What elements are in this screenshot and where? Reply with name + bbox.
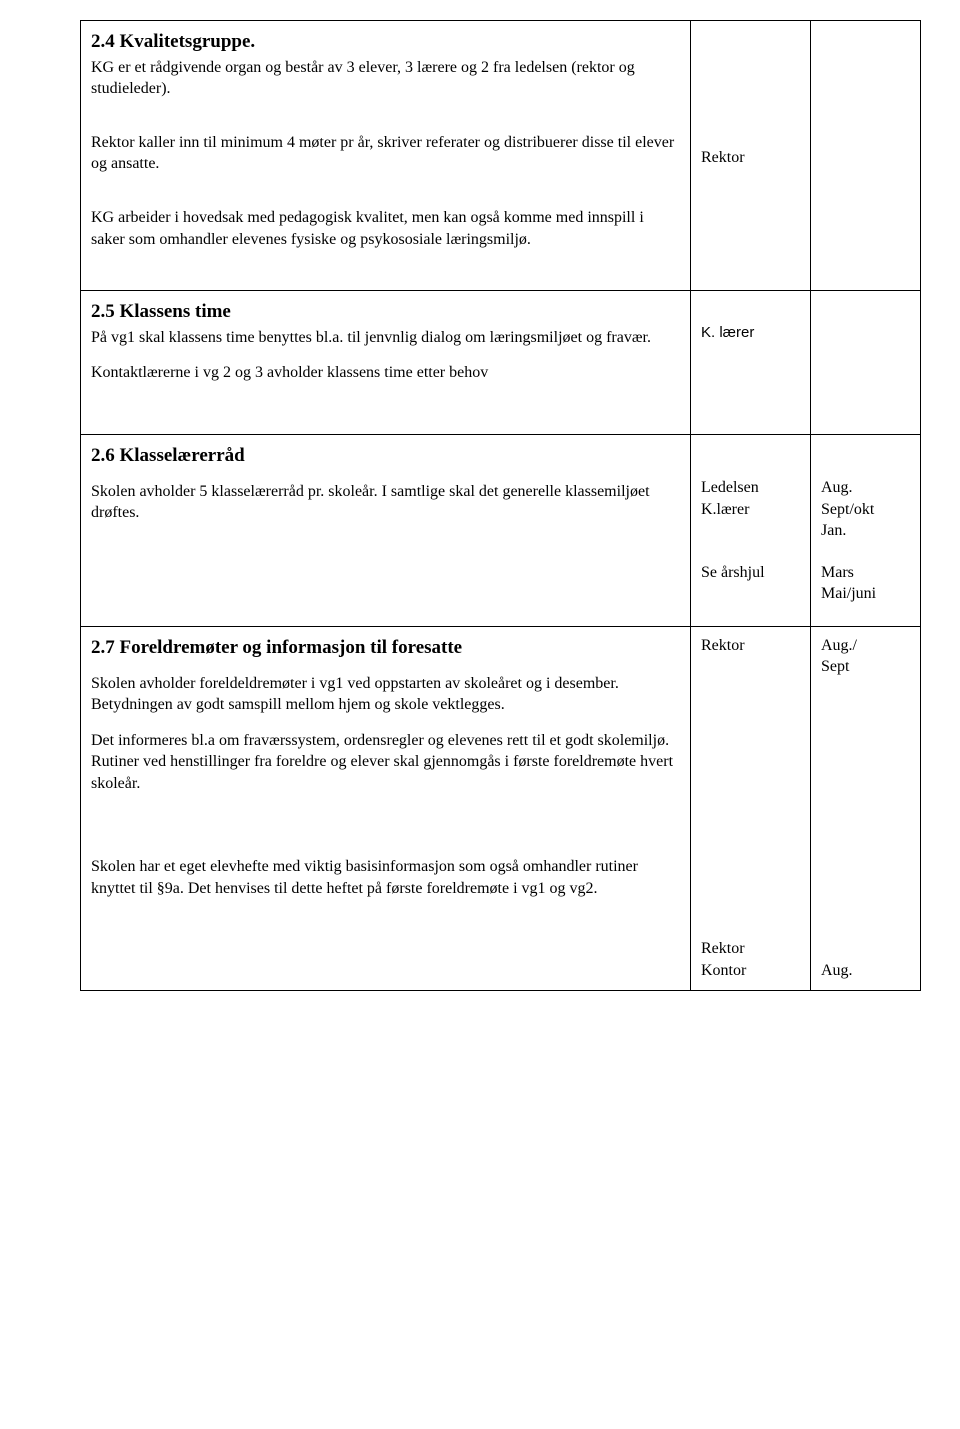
paragraph: KG er et rådgivende organ og består av 3… <box>91 57 680 100</box>
table-row: 2.7 Foreldremøter og informasjon til for… <box>81 626 921 990</box>
paragraph: Skolen avholder 5 klasselærerråd pr. sko… <box>91 481 680 524</box>
table-row: 2.4 Kvalitetsgruppe. KG er et rådgivende… <box>81 21 921 291</box>
cell-content: 2.4 Kvalitetsgruppe. KG er et rådgivende… <box>81 21 691 291</box>
timing-label: Sept/okt <box>821 499 910 521</box>
cell-timing: Aug./ Sept Aug. <box>811 626 921 990</box>
paragraph: Betydningen av godt samspill mellom hjem… <box>91 694 680 716</box>
cell-responsible: K. lærer <box>691 291 811 435</box>
cell-content: 2.5 Klassens time På vg1 skal klassens t… <box>81 291 691 435</box>
section-heading: 2.5 Klassens time <box>91 299 680 325</box>
cell-timing <box>811 21 921 291</box>
timing-label: Aug. <box>821 477 910 499</box>
timing-label: Aug./ <box>821 635 910 657</box>
section-heading: 2.7 Foreldremøter og informasjon til for… <box>91 635 680 661</box>
paragraph: KG arbeider i hovedsak med pedagogisk kv… <box>91 207 680 250</box>
responsible-label: Rektor <box>701 635 800 657</box>
responsible-label: Rektor <box>701 147 800 169</box>
responsible-label: Ledelsen <box>701 477 800 499</box>
responsible-label: Se årshjul <box>701 562 800 584</box>
cell-content: 2.7 Foreldremøter og informasjon til for… <box>81 626 691 990</box>
responsible-label: Kontor <box>701 960 800 982</box>
paragraph: Skolen avholder foreldeldremøter i vg1 v… <box>91 673 680 695</box>
timing-label: Jan. <box>821 520 910 542</box>
section-heading: 2.4 Kvalitetsgruppe. <box>91 29 680 55</box>
timing-label: Mai/juni <box>821 583 910 605</box>
timing-label: Sept <box>821 656 910 678</box>
paragraph: Kontaktlærerne i vg 2 og 3 avholder klas… <box>91 362 680 384</box>
table-row: 2.5 Klassens time På vg1 skal klassens t… <box>81 291 921 435</box>
paragraph: Rektor kaller inn til minimum 4 møter pr… <box>91 132 680 175</box>
paragraph: På vg1 skal klassens time benyttes bl.a.… <box>91 327 680 349</box>
cell-responsible: Rektor <box>691 21 811 291</box>
responsible-label: K. lærer <box>701 323 800 343</box>
timing-label: Aug. <box>821 960 910 982</box>
timing-label: Mars <box>821 562 910 584</box>
cell-content: 2.6 Klasselærerråd Skolen avholder 5 kla… <box>81 435 691 627</box>
cell-responsible: Rektor Rektor Kontor <box>691 626 811 990</box>
paragraph: Skolen har et eget elevhefte med viktig … <box>91 856 680 899</box>
cell-timing <box>811 291 921 435</box>
paragraph: Det informeres bl.a om fraværssystem, or… <box>91 730 680 752</box>
responsible-label: Rektor <box>701 938 800 960</box>
paragraph: Rutiner ved henstillinger fra foreldre o… <box>91 751 680 794</box>
cell-timing: Aug. Sept/okt Jan. Mars Mai/juni <box>811 435 921 627</box>
responsible-label: K.lærer <box>701 499 800 521</box>
table-row: 2.6 Klasselærerråd Skolen avholder 5 kla… <box>81 435 921 627</box>
section-heading: 2.6 Klasselærerråd <box>91 443 680 469</box>
document-table: 2.4 Kvalitetsgruppe. KG er et rådgivende… <box>80 20 921 991</box>
cell-responsible: Ledelsen K.lærer Se årshjul <box>691 435 811 627</box>
